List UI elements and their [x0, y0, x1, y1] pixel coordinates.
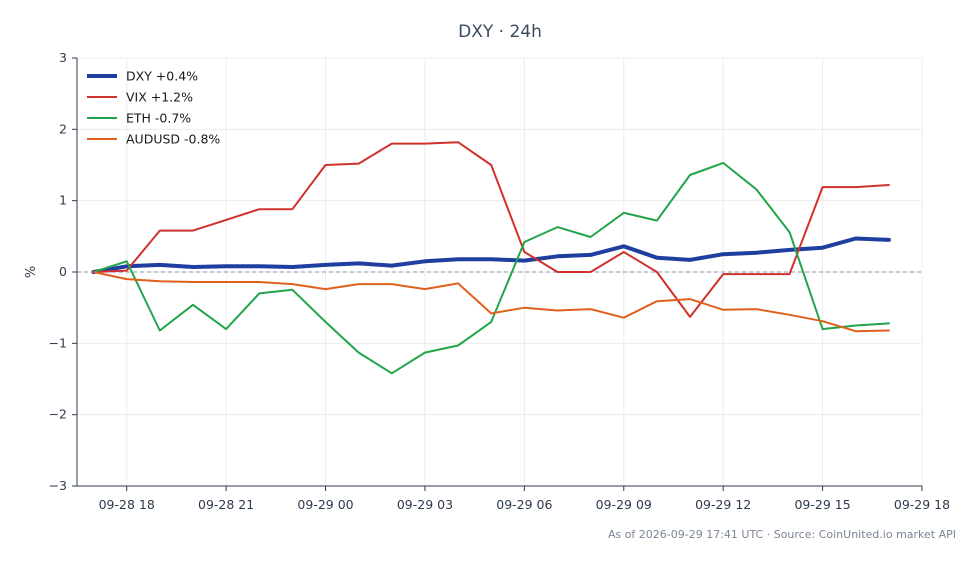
y-tick-label: −2: [49, 407, 67, 422]
legend-label-3: AUDUSD -0.8%: [126, 132, 220, 147]
x-tick-label: 09-29 09: [596, 497, 652, 512]
y-tick-labels: −3 −2 −1 0 1 2 3: [49, 50, 67, 493]
series-line-2: [92, 161, 890, 375]
legend-label-0: DXY +0.4%: [126, 69, 198, 84]
legend-label-2: ETH -0.7%: [126, 111, 191, 126]
axes: [72, 57, 923, 491]
x-tick-label: 09-29 06: [496, 497, 552, 512]
source-note: As of 2026-09-29 17:41 UTC · Source: Coi…: [608, 528, 956, 541]
x-tick-label: 09-29 03: [397, 497, 453, 512]
legend-label-1: VIX +1.2%: [126, 90, 193, 105]
y-tick-label: 3: [59, 50, 67, 65]
x-tick-labels: 09-28 18 09-28 21 09-29 00 09-29 03 09-29 06…: [99, 497, 951, 512]
x-tick-label: 09-29 18: [894, 497, 950, 512]
series-line-1: [92, 141, 890, 318]
series-lines: [91, 141, 891, 375]
x-tick-label: 09-29 15: [794, 497, 850, 512]
x-tick-label: 09-28 21: [198, 497, 254, 512]
series-line-0: [91, 236, 891, 274]
x-tick-label: 09-29 00: [297, 497, 353, 512]
y-tick-label: −1: [49, 335, 67, 350]
x-tick-label: 09-28 18: [99, 497, 155, 512]
y-tick-label: 0: [59, 264, 67, 279]
y-tick-label: 2: [59, 121, 67, 136]
series-line-3: [92, 271, 890, 333]
y-tick-label: 1: [59, 193, 67, 208]
x-tick-label: 09-29 12: [695, 497, 751, 512]
legend: DXY +0.4% VIX +1.2% ETH -0.7% AUDUSD -0.8%: [87, 69, 220, 147]
y-axis-label: %: [24, 266, 39, 278]
chart-title: DXY · 24h: [458, 22, 542, 42]
y-tick-label: −3: [49, 478, 67, 493]
